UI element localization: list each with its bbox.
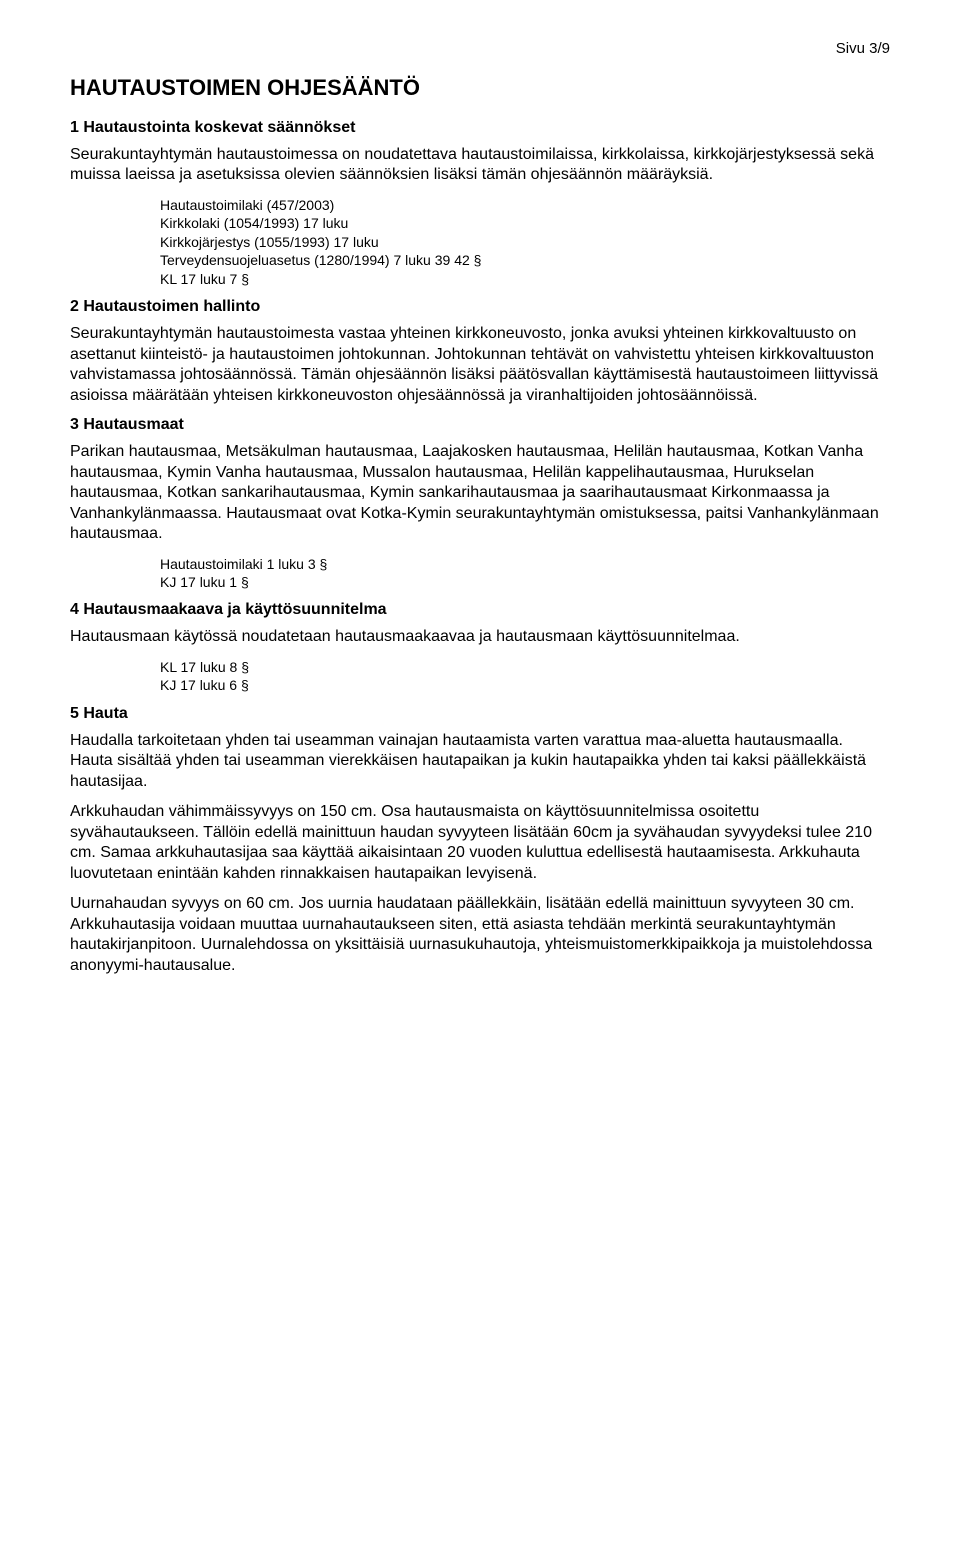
reference-line: Hautaustoimilaki 1 luku 3 § — [160, 555, 890, 573]
main-title: HAUTAUSTOIMEN OHJESÄÄNTÖ — [70, 75, 890, 101]
section-4-paragraph: Hautausmaan käytössä noudatetaan hautaus… — [70, 627, 890, 647]
reference-line: Kirkkolaki (1054/1993) 17 luku — [160, 214, 890, 232]
section-2-paragraph: Seurakuntayhtymän hautaustoimesta vastaa… — [70, 324, 890, 406]
reference-line: KJ 17 luku 1 § — [160, 573, 890, 591]
section-3-references: Hautaustoimilaki 1 luku 3 § KJ 17 luku 1… — [160, 555, 890, 592]
section-4-heading: 4 Hautausmaakaava ja käyttösuunnitelma — [70, 601, 890, 619]
reference-line: KJ 17 luku 6 § — [160, 676, 890, 694]
section-5-heading: 5 Hauta — [70, 705, 890, 723]
section-1-paragraph: Seurakuntayhtymän hautaustoimessa on nou… — [70, 145, 890, 186]
reference-line: Kirkkojärjestys (1055/1993) 17 luku — [160, 233, 890, 251]
reference-line: KL 17 luku 7 § — [160, 270, 890, 288]
section-3-heading: 3 Hautausmaat — [70, 416, 890, 434]
reference-line: Terveydensuojeluasetus (1280/1994) 7 luk… — [160, 251, 890, 269]
section-5-paragraph-2: Arkkuhaudan vähimmäissyvyys on 150 cm. O… — [70, 802, 890, 884]
section-3-paragraph: Parikan hautausmaa, Metsäkulman hautausm… — [70, 442, 890, 544]
reference-line: KL 17 luku 8 § — [160, 658, 890, 676]
reference-line: Hautaustoimilaki (457/2003) — [160, 196, 890, 214]
section-2-heading: 2 Hautaustoimen hallinto — [70, 298, 890, 316]
page-number: Sivu 3/9 — [70, 40, 890, 57]
section-5-paragraph-1: Haudalla tarkoitetaan yhden tai useamman… — [70, 731, 890, 792]
section-4-references: KL 17 luku 8 § KJ 17 luku 6 § — [160, 658, 890, 695]
section-5-paragraph-3: Uurnahaudan syvyys on 60 cm. Jos uurnia … — [70, 894, 890, 976]
section-1-heading: 1 Hautaustointa koskevat säännökset — [70, 119, 890, 137]
section-1-references: Hautaustoimilaki (457/2003) Kirkkolaki (… — [160, 196, 890, 288]
